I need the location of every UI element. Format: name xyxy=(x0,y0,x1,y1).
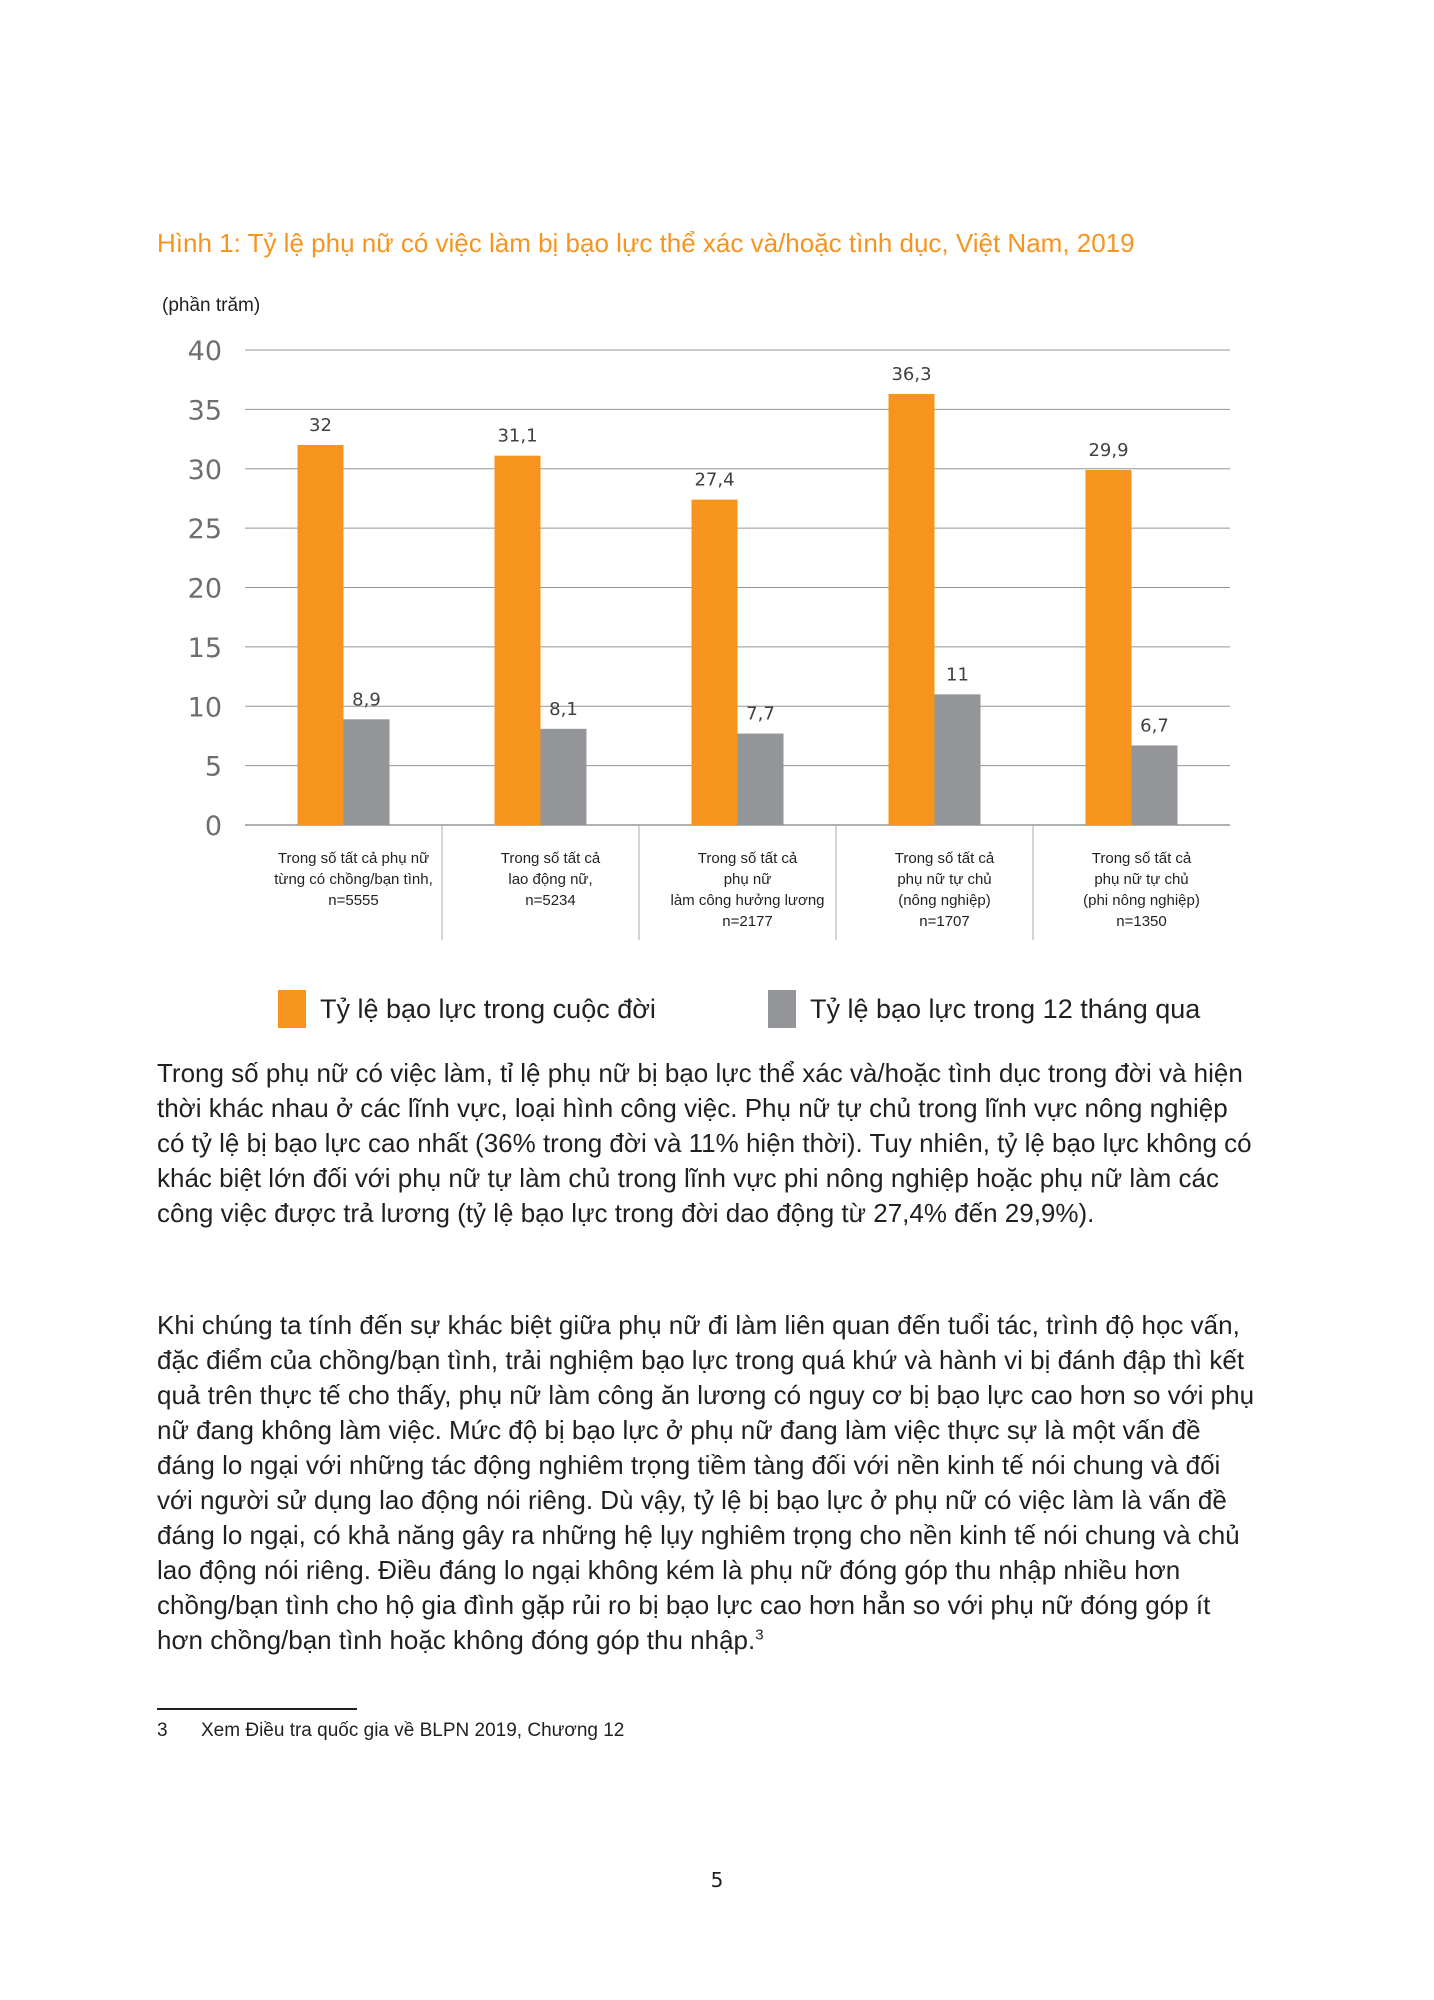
category-label: lao động nữ, xyxy=(508,871,592,888)
category-label: từng có chồng/bạn tình, xyxy=(274,871,433,888)
y-tick-label: 10 xyxy=(188,692,222,723)
category-label: n=5555 xyxy=(328,892,378,909)
category-label: n=5234 xyxy=(525,892,575,909)
data-label: 32 xyxy=(309,415,332,436)
data-label: 36,3 xyxy=(891,364,931,385)
bar-lifetime xyxy=(1085,469,1132,825)
bar-12-months xyxy=(540,728,587,825)
legend-swatch-gray xyxy=(768,990,796,1028)
category-label: phụ nữ tự chủ xyxy=(1094,871,1188,888)
bar-lifetime xyxy=(888,393,935,825)
y-tick-label: 25 xyxy=(188,514,222,545)
category-label: n=1707 xyxy=(919,913,969,930)
footnote: 3 Xem Điều tra quốc gia về BLPN 2019, Chư… xyxy=(157,1720,624,1742)
y-tick-label: 30 xyxy=(188,455,222,486)
category-label: làm công hưởng lương xyxy=(671,892,825,909)
category-label: (phi nông nghiệp) xyxy=(1083,892,1200,909)
bar-12-months xyxy=(343,719,390,825)
category-label: n=1350 xyxy=(1116,913,1166,930)
footnote-reference: 3 xyxy=(755,1626,764,1644)
y-tick-label: 40 xyxy=(188,336,222,367)
paragraph-2: Khi chúng ta tính đến sự khác biệt giữa … xyxy=(157,1308,1257,1658)
bar-12-months xyxy=(934,694,981,825)
paragraph-2-text: Khi chúng ta tính đến sự khác biệt giữa … xyxy=(157,1310,1255,1655)
category-label: phụ nữ xyxy=(724,871,772,888)
category-label: Trong số tất cả xyxy=(501,850,601,867)
page-number: 5 xyxy=(710,1868,724,1892)
category-label: Trong số tất cả xyxy=(895,850,995,867)
bar-lifetime xyxy=(297,445,344,825)
bar-12-months xyxy=(1131,745,1178,825)
y-tick-label: 20 xyxy=(188,574,222,605)
y-tick-label: 15 xyxy=(188,633,222,664)
category-label: (nông nghiệp) xyxy=(898,892,991,909)
data-label: 8,9 xyxy=(352,689,381,710)
bar-12-months xyxy=(737,733,784,825)
footnote-number: 3 xyxy=(157,1720,168,1741)
legend-label-lifetime: Tỷ lệ bạo lực trong cuộc đời xyxy=(320,993,656,1024)
legend-label-12-months: Tỷ lệ bạo lực trong 12 tháng qua xyxy=(810,993,1201,1024)
category-label: Trong số tất cả xyxy=(1092,850,1192,867)
chart-legend: Tỷ lệ bạo lực trong cuộc đời Tỷ lệ bạo l… xyxy=(0,990,1434,1040)
bar-chart: 40 35 30 25 20 15 10 5 0 32 8,9 Trong số tất cả phụ… xyxy=(188,336,1230,940)
bar-lifetime xyxy=(494,455,541,825)
category-label: Trong số tất cả phụ nữ xyxy=(278,850,429,867)
legend-swatch-orange xyxy=(278,990,306,1028)
figure-title: Hình 1: Tỷ lệ phụ nữ có việc làm bị bạo … xyxy=(157,228,1135,258)
legend-item-lifetime: Tỷ lệ bạo lực trong cuộc đời xyxy=(278,990,656,1028)
footnote-divider xyxy=(157,1708,357,1710)
data-label: 6,7 xyxy=(1140,715,1169,736)
y-tick-label: 5 xyxy=(205,752,222,783)
data-label: 7,7 xyxy=(746,704,775,725)
legend-item-12-months: Tỷ lệ bạo lực trong 12 tháng qua xyxy=(768,990,1200,1028)
category-label: phụ nữ tự chủ xyxy=(897,871,991,888)
y-tick-label: 0 xyxy=(205,811,222,842)
data-label: 31,1 xyxy=(497,426,537,447)
data-label: 8,1 xyxy=(549,699,578,720)
data-label: 29,9 xyxy=(1088,440,1128,461)
y-axis-unit: (phần trăm) xyxy=(162,295,261,316)
category-label: Trong số tất cả xyxy=(698,850,798,867)
y-tick-label: 35 xyxy=(188,395,222,426)
paragraph-1: Trong số phụ nữ có việc làm, tỉ lệ phụ n… xyxy=(157,1058,1252,1228)
category-label: n=2177 xyxy=(722,913,772,930)
footnote-text: Xem Điều tra quốc gia về BLPN 2019, Chươ… xyxy=(201,1720,625,1741)
data-label: 11 xyxy=(946,664,969,685)
bar-lifetime xyxy=(691,499,738,825)
data-label: 27,4 xyxy=(694,470,734,491)
